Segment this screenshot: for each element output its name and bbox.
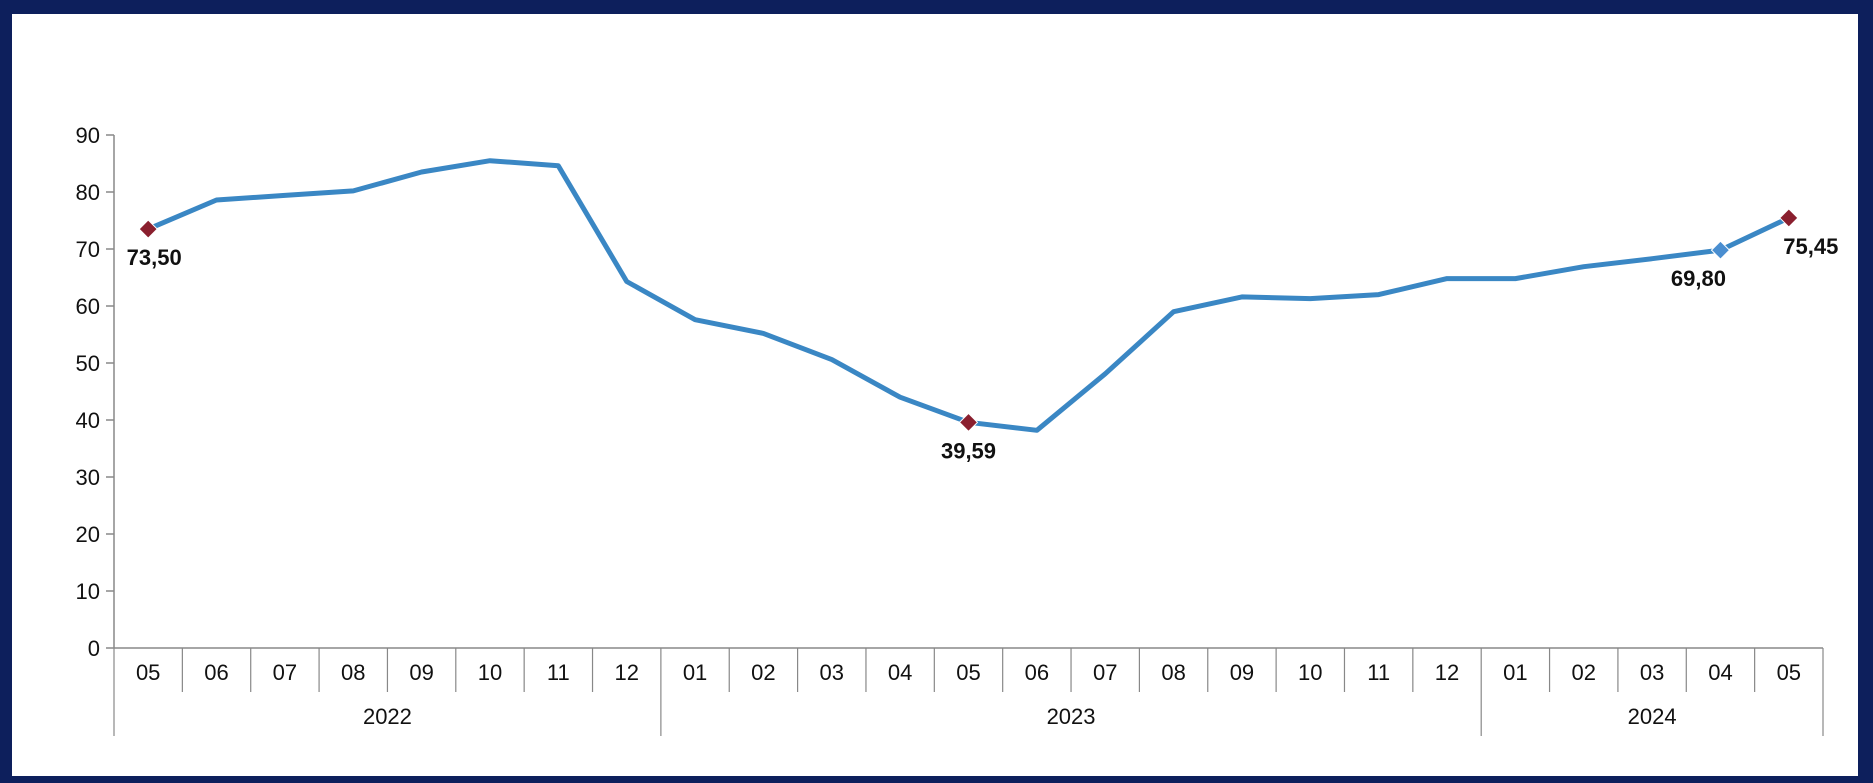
x-tick-label: 12	[1435, 660, 1459, 685]
x-tick-label: 02	[751, 660, 775, 685]
x-tick-label: 01	[683, 660, 707, 685]
x-tick-label: 05	[956, 660, 980, 685]
x-tick-label: 10	[1298, 660, 1322, 685]
x-tick-label: 01	[1503, 660, 1527, 685]
chart-panel: 0 10 20 30 40 50 60 70 80 90 05 06 07 08 09 10 11 12 01 02 0…	[12, 14, 1858, 776]
y-tick-label: 80	[76, 180, 100, 205]
x-tick-label: 02	[1571, 660, 1595, 685]
year-label: 2022	[363, 704, 412, 729]
x-tick-label: 03	[1640, 660, 1664, 685]
data-label: 69,80	[1671, 266, 1726, 291]
y-tick-label: 40	[76, 408, 100, 433]
y-tick-label: 10	[76, 579, 100, 604]
x-tick-label: 07	[273, 660, 297, 685]
data-point-marker	[138, 219, 158, 239]
x-tick-label: 11	[1367, 660, 1390, 685]
year-label: 2023	[1047, 704, 1096, 729]
x-tick-label: 05	[136, 660, 160, 685]
data-point-marker	[958, 412, 979, 433]
data-point-marker	[1710, 240, 1731, 260]
labels-group: 73,50 39,59 69,80 75,45	[127, 208, 1838, 463]
y-tick-label: 90	[76, 123, 100, 148]
data-point-marker	[1779, 208, 1799, 228]
x-tick-label: 06	[204, 660, 228, 685]
series-group	[145, 158, 1792, 433]
series-line	[145, 158, 1792, 433]
x-tick-label: 08	[1161, 660, 1185, 685]
data-label: 39,59	[941, 438, 996, 463]
y-tick-label: 0	[88, 636, 100, 661]
x-tick-label: 12	[614, 660, 638, 685]
x-tick-label: 07	[1093, 660, 1117, 685]
y-tick-label: 20	[76, 522, 100, 547]
y-tick-label: 50	[76, 351, 100, 376]
y-tick-label: 70	[76, 237, 100, 262]
x-tick-label: 10	[478, 660, 502, 685]
x-tick-label: 06	[1025, 660, 1049, 685]
data-label: 73,50	[127, 245, 182, 270]
x-tick-label: 11	[547, 660, 570, 685]
y-tick-label: 30	[76, 465, 100, 490]
x-tick-label: 04	[888, 660, 912, 685]
data-label: 75,45	[1783, 234, 1838, 259]
x-tick-label: 04	[1708, 660, 1732, 685]
x-tick-label: 08	[341, 660, 365, 685]
y-tick-label: 60	[76, 294, 100, 319]
x-tick-label: 09	[409, 660, 433, 685]
x-tick-label: 05	[1777, 660, 1801, 685]
x-tick-label: 03	[820, 660, 844, 685]
year-label: 2024	[1628, 704, 1677, 729]
x-tick-label: 09	[1230, 660, 1254, 685]
